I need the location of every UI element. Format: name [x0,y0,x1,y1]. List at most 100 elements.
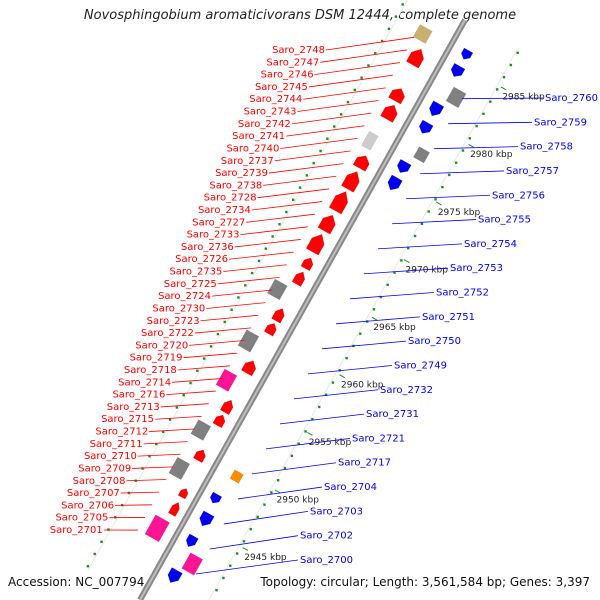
reverse-tick-dot [468,137,471,140]
leader-line-left [286,125,365,137]
leader-line-left [189,340,245,346]
leader-line-right [209,535,299,550]
gene-label-left: Saro_2716 [112,390,165,401]
leader-line-right [406,194,491,200]
gene-label-left: Saro_2741 [232,131,285,142]
gene-block [445,86,467,109]
reverse-tick-dot [311,417,314,421]
gene-label-left: Saro_2734 [198,205,251,216]
gene-label-left: Saro_2719 [130,353,183,364]
forward-tick-dot [250,271,254,275]
gene-label-left: Saro_2708 [73,476,126,487]
gene-label-left: Saro_2720 [135,340,188,351]
forward-tick-dot [93,552,96,556]
reverse-tick-dot [509,63,513,67]
tick-mark [242,547,249,551]
tick-label: 2980 kbp [470,150,513,160]
reverse-tick-dot [413,234,417,238]
reverse-tick-dot [454,161,458,164]
gene-block [418,119,434,134]
gene-label-left: Saro_2743 [244,107,297,118]
reverse-tick-dot [379,295,383,299]
leader-line-left [251,201,323,211]
leader-line-left [120,491,160,494]
reverse-tick-dot [318,405,321,409]
gene-block [429,100,445,117]
gene-label-left: Saro_2713 [107,402,160,413]
reverse-track-line [208,49,518,600]
gene-label-left: Saro_2707 [67,488,120,499]
gene-label-right: Saro_2721 [352,433,405,444]
reverse-tick-dot [304,430,307,433]
leader-line-right [265,438,351,450]
gene-label-left: Saro_2744 [249,94,302,105]
leader-line-left [325,36,415,51]
gene-block [190,419,212,441]
leader-line-left [263,175,337,186]
tick-label: 2970 kbp [406,265,449,275]
leader-line-right [335,316,421,325]
gene-label-right: Saro_2752 [436,288,489,299]
forward-tick-dot [291,198,295,202]
leader-line-right [223,510,309,525]
forward-tick-dot [339,113,343,116]
gene-label-right: Saro_2704 [324,482,377,493]
gene-block [181,552,204,576]
gene-block [387,174,403,191]
reverse-tick-dot [393,271,396,274]
forward-tick-dot [271,235,274,238]
leader-line-right [420,170,505,175]
gene-label-right: Saro_2757 [506,166,559,177]
gene-block [167,502,180,517]
forward-tick-dot [148,455,151,458]
genome-summary: Topology: circular; Length: 3,561,584 bp… [260,575,590,589]
leader-line-left [234,239,301,248]
forward-tick-dot [182,394,185,397]
reverse-tick-dot [489,100,492,103]
gene-label-left: Saro_2705 [55,513,108,524]
leader-line-right [195,559,299,575]
gene-label-left: Saro_2709 [78,463,131,474]
gene-label-left: Saro_2728 [204,193,257,204]
gene-block [340,171,360,193]
reverse-tick-dot [495,88,499,91]
gene-label-left: Saro_2737 [221,156,274,167]
backbone-highlight [139,19,466,600]
gene-block [237,329,260,353]
leader-line-left [177,365,230,371]
forward-tick-dot [346,100,350,104]
tick-mark [468,144,475,148]
reverse-tick-dot [229,564,232,567]
gene-label-left: Saro_2733 [187,230,240,241]
forward-tick-dot [353,88,356,92]
forward-tick-dot [244,284,247,287]
gene-label-left: Saro_2736 [181,242,234,253]
leader-line-right [462,97,544,100]
forward-tick-dot [380,39,384,43]
gene-block [300,257,314,272]
reverse-tick-dot [276,479,280,482]
tick-label: 2955 kbp [309,438,352,448]
gene-block [199,510,215,527]
reverse-tick-dot [235,552,239,555]
leader-line-right [378,243,463,250]
gene-label-right: Saro_2760 [545,93,598,104]
reverse-tick-dot [359,332,362,335]
forward-tick-dot [394,15,398,18]
tick-label: 2975 kbp [438,208,481,218]
gene-block [144,514,170,543]
forward-tick-dot [401,3,404,6]
forward-tick-dot [161,430,165,434]
gene-label-left: Saro_2712 [95,427,148,438]
leader-line-left [126,479,167,482]
forward-tick-dot [196,369,199,372]
reverse-tick-dot [256,515,259,519]
leader-line-right [279,413,365,425]
gene-block [229,469,244,484]
tick-label: 2965 kbp [373,323,416,333]
gene-label-left: Saro_2723 [147,316,200,327]
forward-tick-dot [319,149,322,153]
reverse-tick-dot [427,210,430,213]
gene-label-right: Saro_2758 [520,142,573,153]
leader-line-left [217,276,280,285]
